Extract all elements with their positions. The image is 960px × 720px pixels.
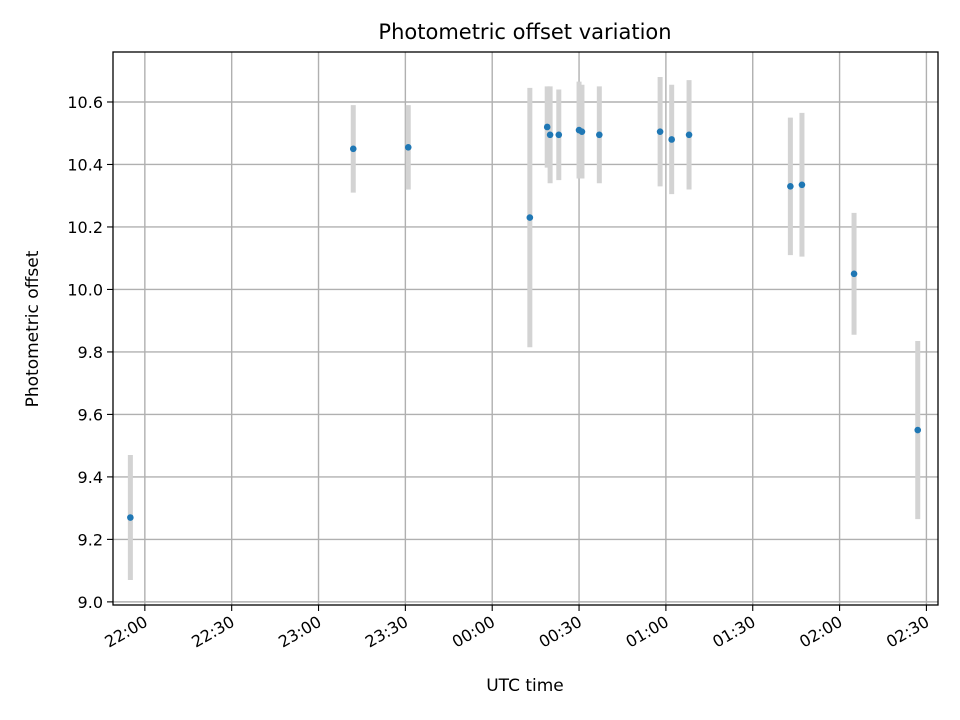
data-point	[127, 514, 134, 521]
x-tick-label: 22:00	[101, 612, 150, 652]
data-point	[668, 136, 675, 143]
x-tick-label: 01:30	[709, 612, 758, 652]
x-axis-label: UTC time	[486, 676, 564, 696]
x-tick-label: 00:30	[536, 612, 585, 652]
plot-frame	[112, 51, 939, 606]
y-tick-label: 10.6	[67, 93, 103, 112]
grid	[113, 52, 938, 605]
data-point	[914, 426, 922, 434]
data-point	[798, 181, 806, 189]
chart-title: Photometric offset variation	[378, 20, 671, 44]
data-point	[404, 143, 412, 151]
data-point	[546, 131, 554, 139]
error-bars	[127, 76, 921, 581]
data-point	[543, 123, 551, 131]
y-tick-label: 9.0	[78, 593, 103, 612]
x-tick-label: 01:00	[622, 612, 671, 652]
data-point	[596, 131, 603, 139]
y-tick-label: 10.4	[67, 155, 103, 174]
data-point	[349, 145, 357, 153]
y-tick-label: 10.2	[67, 218, 103, 237]
data-point	[850, 270, 858, 278]
x-tick-label: 23:00	[275, 612, 324, 652]
data-point	[787, 183, 794, 190]
data-point	[526, 214, 534, 221]
data-point	[685, 131, 693, 139]
y-tick-label: 9.2	[78, 530, 103, 549]
x-tick-label: 23:30	[362, 612, 411, 652]
x-axis-ticks: 22:00 22:30 23:00 23:30 00:00 00:30 01:00 01:30…	[101, 605, 932, 652]
data-point	[555, 131, 563, 139]
y-tick-label: 9.4	[78, 468, 103, 487]
data-point	[578, 128, 586, 135]
x-tick-label: 02:30	[883, 612, 932, 652]
y-tick-label: 10.0	[67, 280, 103, 299]
y-axis-ticks: 9.0 9.2 9.4 9.6 9.8 10.0 10.2 10.4 10.6	[67, 93, 113, 612]
y-tick-label: 9.6	[78, 405, 103, 424]
x-tick-label: 00:00	[449, 612, 498, 652]
x-tick-label: 02:00	[796, 612, 845, 652]
x-tick-label: 22:30	[188, 612, 237, 652]
y-axis-label: Photometric offset	[23, 250, 43, 407]
data-point	[656, 128, 664, 135]
data-points	[127, 123, 922, 521]
y-tick-label: 9.8	[78, 343, 103, 362]
